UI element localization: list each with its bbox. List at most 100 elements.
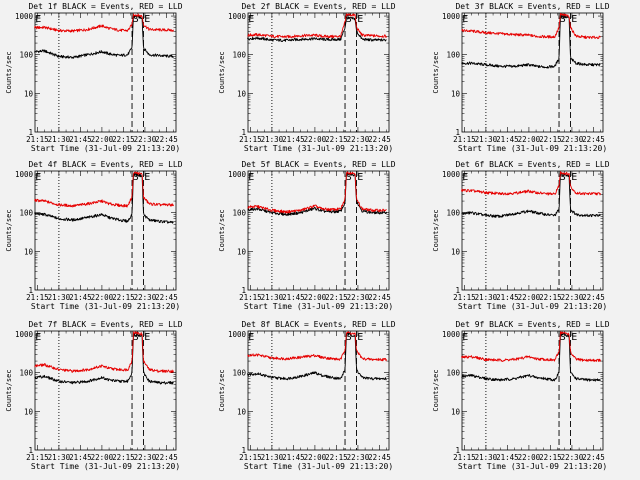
x-tick-label: 22:15	[325, 453, 348, 462]
plot-frame	[461, 170, 604, 291]
y-axis-label: Counts/sec	[5, 51, 13, 93]
x-tick-label: 22:15	[325, 135, 348, 144]
x-tick-label: 21:30	[475, 135, 498, 144]
x-tick-label: 22:00	[91, 135, 114, 144]
event-marker-label: S	[346, 14, 352, 25]
y-tick-label: 10	[24, 247, 34, 256]
event-marker-label: S	[346, 172, 352, 183]
chart-title: Det 9f BLACK = Events, RED = LLD	[455, 320, 609, 329]
event-marker-label: E	[357, 332, 363, 343]
chart-title: Det 2f BLACK = Events, RED = LLD	[241, 2, 395, 11]
y-tick-label: 1	[28, 446, 33, 455]
lld-series-line	[34, 171, 174, 208]
x-tick-label: 21:15	[453, 453, 476, 462]
x-tick-label: 21:15	[239, 135, 262, 144]
x-axis-label: Start Time (31-Jul-09 21:13:20)	[244, 144, 393, 153]
chart-panel: Det 5f BLACK = Events, RED = LLD 1 10 100 10…	[218, 160, 396, 311]
events-series-line	[461, 332, 601, 382]
x-tick-label: 21:30	[475, 293, 498, 302]
lld-series-line	[461, 171, 601, 196]
y-tick-label: 1	[241, 286, 246, 295]
x-tick-label: 21:45	[496, 293, 519, 302]
x-tick-label: 21:15	[453, 135, 476, 144]
x-tick-label: 21:30	[48, 293, 71, 302]
lld-series-line	[247, 13, 387, 39]
x-tick-label: 22:45	[368, 293, 391, 302]
y-tick-label: 100	[232, 51, 246, 60]
y-tick-label: 1000	[15, 12, 34, 21]
chart-panel: Det 1f BLACK = Events, RED = LLD 1 10 100 10…	[5, 2, 183, 153]
x-tick-label: 22:45	[155, 293, 178, 302]
x-axis-label: Start Time (31-Jul-09 21:13:20)	[458, 462, 607, 471]
y-tick-label: 1000	[442, 12, 461, 21]
x-tick-label: 21:15	[239, 293, 262, 302]
chart-panel: Det 9f BLACK = Events, RED = LLD 1 10 100 10…	[432, 320, 610, 471]
x-tick-label: 22:45	[368, 453, 391, 462]
chart-title: Det 5f BLACK = Events, RED = LLD	[241, 160, 395, 169]
events-series-line	[34, 333, 174, 385]
event-marker-label: E	[35, 332, 41, 343]
x-tick-label: 21:45	[282, 293, 305, 302]
x-tick-label: 22:30	[347, 135, 370, 144]
x-tick-label: 21:45	[496, 135, 519, 144]
plot-frame	[461, 330, 604, 451]
x-tick-label: 21:45	[496, 453, 519, 462]
event-marker-label: E	[357, 172, 363, 183]
plot-frame	[247, 330, 390, 451]
y-tick-label: 1000	[442, 330, 461, 339]
lld-series-line	[247, 331, 387, 362]
chart-panel: Det 6f BLACK = Events, RED = LLD 1 10 100 10…	[432, 160, 610, 311]
x-tick-label: 22:30	[134, 135, 157, 144]
y-tick-label: 10	[451, 89, 461, 98]
x-tick-label: 21:45	[282, 135, 305, 144]
x-tick-label: 21:30	[261, 293, 284, 302]
plot-frame	[34, 170, 177, 291]
x-axis-label: Start Time (31-Jul-09 21:13:20)	[31, 302, 180, 311]
x-tick-label: 22:15	[539, 453, 562, 462]
x-tick-label: 21:15	[239, 453, 262, 462]
x-tick-label: 22:00	[518, 453, 541, 462]
chart-title: Det 7f BLACK = Events, RED = LLD	[28, 320, 182, 329]
event-marker-label: E	[35, 172, 41, 183]
x-tick-label: 22:30	[561, 293, 584, 302]
event-marker-label: E	[462, 172, 468, 183]
events-series-line	[34, 172, 174, 224]
x-tick-label: 22:00	[518, 135, 541, 144]
x-tick-label: 22:45	[582, 293, 605, 302]
event-marker-label: S	[133, 172, 139, 183]
x-tick-label: 21:45	[69, 293, 92, 302]
event-marker-label: E	[144, 172, 150, 183]
x-tick-label: 22:45	[155, 453, 178, 462]
y-tick-label: 1	[28, 286, 33, 295]
y-tick-label: 1000	[228, 12, 247, 21]
x-tick-label: 21:30	[48, 453, 71, 462]
x-tick-label: 21:15	[26, 453, 49, 462]
lld-series-line	[461, 331, 601, 362]
y-tick-label: 10	[237, 247, 247, 256]
x-tick-label: 22:00	[91, 293, 114, 302]
event-marker-label: E	[571, 14, 577, 25]
x-tick-label: 22:15	[112, 293, 135, 302]
event-marker-label: S	[133, 14, 139, 25]
chart-panel: Det 7f BLACK = Events, RED = LLD 1 10 100 10…	[5, 320, 183, 471]
y-axis-label: Counts/sec	[218, 51, 226, 93]
event-marker-label: E	[144, 332, 150, 343]
event-marker-label: E	[248, 14, 254, 25]
chart-title: Det 8f BLACK = Events, RED = LLD	[241, 320, 395, 329]
events-series-line	[461, 172, 601, 219]
x-tick-label: 21:45	[69, 135, 92, 144]
plot-frame	[461, 12, 604, 133]
lld-series-line	[247, 171, 387, 214]
plot-frame	[34, 12, 177, 133]
x-tick-label: 22:15	[539, 135, 562, 144]
y-axis-label: Counts/sec	[218, 209, 226, 251]
plot-frame	[247, 12, 390, 133]
event-marker-label: S	[346, 332, 352, 343]
events-series-line	[247, 332, 387, 381]
x-tick-label: 22:45	[582, 135, 605, 144]
y-tick-label: 1000	[442, 170, 461, 179]
y-tick-label: 10	[451, 247, 461, 256]
event-marker-label: E	[462, 332, 468, 343]
x-tick-label: 22:00	[304, 453, 327, 462]
